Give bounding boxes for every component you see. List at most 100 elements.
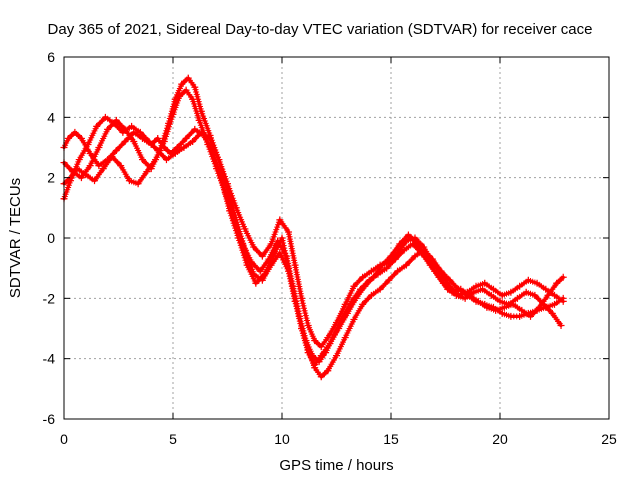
data-point bbox=[104, 125, 112, 133]
data-point bbox=[241, 225, 249, 233]
data-point bbox=[317, 343, 325, 351]
data-point bbox=[143, 168, 151, 176]
data-point bbox=[505, 300, 513, 308]
data-point bbox=[446, 276, 454, 284]
y-tick-label: -6 bbox=[43, 411, 56, 427]
data-point bbox=[489, 303, 497, 311]
data-point bbox=[86, 162, 94, 170]
tick-marks bbox=[63, 56, 610, 420]
data-point bbox=[402, 261, 410, 269]
data-point bbox=[311, 364, 319, 372]
data-point bbox=[189, 137, 197, 145]
data-point bbox=[324, 367, 332, 375]
data-point bbox=[551, 300, 558, 308]
data-point bbox=[507, 312, 515, 320]
grid-lines bbox=[64, 57, 609, 419]
data-point bbox=[446, 282, 454, 290]
data-point bbox=[498, 309, 506, 317]
data-point bbox=[551, 291, 558, 299]
data-point bbox=[278, 234, 286, 242]
series-trace bbox=[62, 127, 565, 367]
chart-title: Day 365 of 2021, Sidereal Day-to-day VTE… bbox=[48, 21, 593, 38]
data-point bbox=[542, 303, 550, 311]
data-point bbox=[348, 297, 356, 305]
data-point bbox=[341, 334, 349, 342]
y-tick-label: -4 bbox=[43, 351, 56, 367]
data-point bbox=[138, 156, 146, 164]
data-point bbox=[522, 288, 530, 296]
data-point bbox=[385, 258, 393, 266]
data-point bbox=[84, 140, 92, 148]
data-point bbox=[178, 80, 186, 88]
data-point bbox=[191, 83, 199, 91]
data-point bbox=[472, 297, 480, 305]
data-point bbox=[77, 134, 85, 142]
data-point bbox=[147, 165, 155, 173]
data-point bbox=[182, 86, 190, 94]
y-tick-label: 0 bbox=[47, 230, 55, 246]
data-point bbox=[472, 282, 480, 290]
data-point bbox=[298, 325, 306, 332]
data-point bbox=[333, 352, 340, 360]
data-point bbox=[531, 291, 539, 299]
x-axis-label: GPS time / hours bbox=[279, 457, 393, 474]
data-point bbox=[385, 276, 393, 284]
data-point bbox=[411, 252, 419, 260]
data-point bbox=[182, 134, 190, 142]
data-point bbox=[64, 134, 72, 142]
data-point bbox=[365, 276, 373, 284]
data-point bbox=[498, 291, 506, 299]
data-point bbox=[402, 237, 410, 245]
data-point bbox=[428, 255, 436, 263]
data-point bbox=[171, 150, 179, 158]
data-point bbox=[95, 144, 103, 151]
data-point bbox=[154, 147, 162, 155]
data-point bbox=[376, 261, 384, 269]
data-point bbox=[559, 294, 567, 302]
data-point bbox=[533, 279, 541, 287]
data-point bbox=[180, 144, 188, 151]
data-point bbox=[154, 134, 162, 142]
data-point bbox=[276, 249, 284, 257]
data-point bbox=[108, 153, 116, 161]
data-point bbox=[119, 128, 127, 136]
data-point bbox=[356, 285, 364, 293]
data-point bbox=[359, 300, 367, 308]
data-point bbox=[162, 156, 170, 164]
data-point bbox=[215, 156, 223, 164]
data-point bbox=[315, 358, 323, 366]
data-point bbox=[311, 337, 319, 345]
data-point bbox=[489, 285, 497, 293]
tick-labels: 0 5 10 15 20 25 -6 -4 -2 0 2 4 6 bbox=[43, 49, 617, 447]
data-point bbox=[276, 216, 284, 224]
data-point bbox=[350, 315, 358, 323]
data-point bbox=[191, 125, 199, 133]
data-point bbox=[93, 122, 101, 130]
data-point bbox=[463, 291, 471, 299]
data-point bbox=[282, 252, 290, 260]
plot-series-group bbox=[60, 74, 567, 381]
data-point bbox=[507, 288, 515, 296]
data-point bbox=[455, 285, 463, 293]
data-point bbox=[359, 273, 367, 281]
data-point bbox=[437, 267, 445, 275]
data-point bbox=[524, 276, 532, 284]
data-point bbox=[496, 297, 504, 305]
data-point bbox=[376, 285, 384, 293]
data-point bbox=[110, 119, 118, 127]
data-point bbox=[524, 309, 532, 317]
data-point bbox=[267, 261, 275, 269]
data-point bbox=[206, 134, 214, 142]
data-point bbox=[125, 177, 133, 185]
data-point bbox=[197, 107, 205, 115]
data-point bbox=[258, 252, 266, 260]
data-point bbox=[128, 122, 136, 130]
data-point bbox=[75, 156, 83, 164]
data-point bbox=[136, 128, 144, 136]
data-point bbox=[324, 334, 332, 342]
data-point bbox=[71, 128, 79, 136]
data-point bbox=[171, 95, 179, 103]
data-point bbox=[195, 116, 203, 124]
data-point bbox=[112, 147, 120, 155]
data-point bbox=[559, 273, 567, 281]
